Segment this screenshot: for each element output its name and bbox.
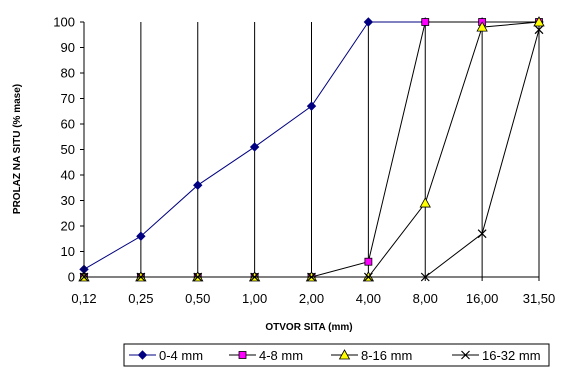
x-tick-label: 1,00	[242, 291, 267, 306]
data-point	[364, 257, 373, 266]
y-tick-label: 90	[61, 40, 75, 55]
data-point	[419, 197, 431, 208]
y-tick-label: 30	[61, 193, 75, 208]
legend: 0-4 mm 4-8 mm 8-16 mm 16-32 mm	[123, 343, 550, 367]
data-point	[136, 231, 146, 241]
y-tick-label: 70	[61, 91, 75, 106]
legend-label: 0-4 mm	[159, 348, 203, 363]
x-tick-label: 4,00	[356, 291, 381, 306]
data-point	[476, 21, 488, 32]
x-axis-title: OTVOR SITA (mm)	[265, 322, 352, 333]
data-point	[306, 101, 317, 111]
legend-marker	[461, 350, 470, 360]
y-tick-label: 20	[61, 219, 75, 234]
y-tick-label: 0	[68, 270, 75, 285]
legend-label: 8-16 mm	[361, 348, 412, 363]
y-tick-label: 10	[61, 244, 75, 259]
legend-marker	[338, 349, 351, 360]
y-tick-label: 40	[61, 168, 75, 183]
data-point	[363, 17, 374, 27]
y-axis-ticks: 0 10 20 30 40 50 60 70 80 90 100	[53, 15, 84, 285]
y-tick-label: 80	[61, 66, 75, 81]
legend-label: 16-32 mm	[482, 348, 541, 363]
data-point	[533, 16, 545, 27]
grid-lines	[140, 22, 540, 277]
legend-marker	[137, 350, 148, 360]
legend-marker	[238, 351, 247, 359]
x-tick-label: 16,00	[466, 291, 499, 306]
data-point	[421, 18, 430, 26]
x-tick-label: 0,25	[128, 291, 153, 306]
x-tick-label: 8,00	[413, 291, 438, 306]
data-point	[249, 142, 260, 152]
y-tick-label: 50	[61, 142, 75, 157]
x-tick-label: 2,00	[299, 291, 324, 306]
x-tick-label: 0,50	[185, 291, 210, 306]
y-tick-label: 60	[61, 117, 75, 132]
legend-label: 4-8 mm	[259, 348, 303, 363]
y-axis-title: PROLAZ NA SITU (% mase)	[12, 84, 23, 214]
data-point	[193, 180, 203, 190]
data-point	[534, 25, 544, 35]
x-axis-ticks: 0,12 0,25 0,50 1,00 2,00 4,00 8,00 16,00 31,50	[71, 277, 555, 306]
data-point	[477, 229, 487, 239]
x-tick-label: 0,12	[71, 291, 96, 306]
x-tick-label: 31,50	[523, 291, 556, 306]
y-tick-label: 100	[53, 15, 75, 30]
